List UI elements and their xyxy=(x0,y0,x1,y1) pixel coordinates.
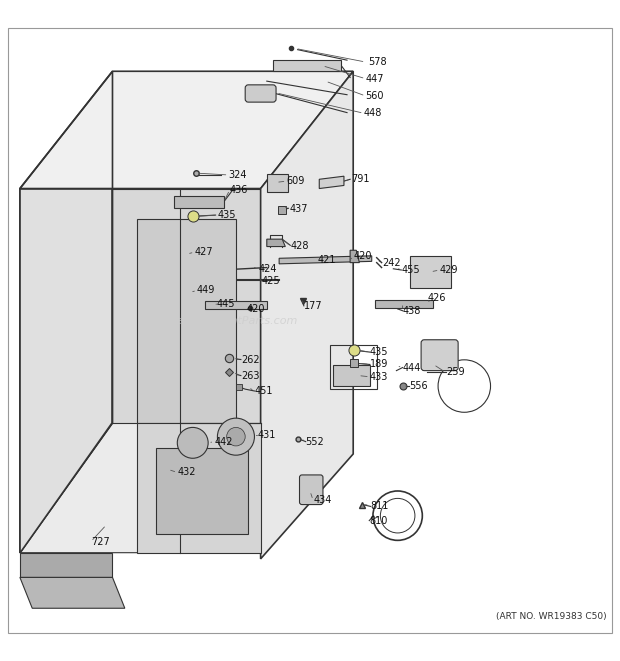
Text: 451: 451 xyxy=(254,386,273,396)
Polygon shape xyxy=(375,299,433,307)
Text: 429: 429 xyxy=(440,265,458,275)
Text: 448: 448 xyxy=(364,108,382,118)
Text: eReplacementParts.com: eReplacementParts.com xyxy=(162,316,298,327)
Text: 177: 177 xyxy=(304,301,322,311)
Text: 727: 727 xyxy=(91,537,110,547)
Text: 811: 811 xyxy=(371,502,389,512)
Polygon shape xyxy=(267,239,285,247)
Text: 432: 432 xyxy=(177,467,196,477)
Polygon shape xyxy=(20,578,125,608)
Text: 447: 447 xyxy=(366,73,384,84)
Text: 556: 556 xyxy=(409,381,427,391)
Polygon shape xyxy=(205,301,267,309)
Text: 810: 810 xyxy=(370,516,388,525)
FancyBboxPatch shape xyxy=(299,475,323,504)
Text: 436: 436 xyxy=(230,185,248,195)
Text: 455: 455 xyxy=(401,265,420,275)
Text: 578: 578 xyxy=(369,57,388,67)
Polygon shape xyxy=(20,423,353,553)
Text: 427: 427 xyxy=(195,247,213,257)
Text: 420: 420 xyxy=(354,251,373,262)
FancyBboxPatch shape xyxy=(267,174,288,192)
Text: 791: 791 xyxy=(351,175,370,184)
Text: 421: 421 xyxy=(318,254,337,264)
Polygon shape xyxy=(350,251,360,262)
Text: 424: 424 xyxy=(258,264,277,274)
Text: 434: 434 xyxy=(313,495,332,505)
Text: 425: 425 xyxy=(262,276,280,286)
Text: 431: 431 xyxy=(257,430,276,440)
Text: 259: 259 xyxy=(446,368,464,377)
Text: 438: 438 xyxy=(402,306,421,316)
Polygon shape xyxy=(137,219,236,423)
Text: 552: 552 xyxy=(306,437,324,447)
Text: 435: 435 xyxy=(218,210,236,220)
Polygon shape xyxy=(20,71,353,188)
Text: 428: 428 xyxy=(290,241,309,251)
Text: 445: 445 xyxy=(216,299,235,309)
Polygon shape xyxy=(156,447,248,534)
Text: 420: 420 xyxy=(247,304,265,314)
Circle shape xyxy=(227,428,245,446)
Text: (ART NO. WR19383 C50): (ART NO. WR19383 C50) xyxy=(495,611,606,621)
FancyBboxPatch shape xyxy=(421,340,458,371)
Text: 560: 560 xyxy=(366,91,384,101)
Polygon shape xyxy=(20,188,112,553)
Text: 437: 437 xyxy=(290,204,308,214)
Text: 433: 433 xyxy=(370,371,388,382)
Polygon shape xyxy=(279,256,372,264)
Circle shape xyxy=(177,428,208,458)
FancyBboxPatch shape xyxy=(333,365,371,386)
Text: 263: 263 xyxy=(241,371,259,381)
Polygon shape xyxy=(273,60,341,71)
Text: 435: 435 xyxy=(370,347,388,357)
Text: 324: 324 xyxy=(229,170,247,180)
FancyBboxPatch shape xyxy=(245,85,276,102)
Text: 242: 242 xyxy=(382,258,401,268)
Polygon shape xyxy=(260,71,353,559)
Polygon shape xyxy=(112,188,260,423)
Text: 449: 449 xyxy=(197,286,215,295)
Text: 189: 189 xyxy=(370,360,388,369)
Text: 442: 442 xyxy=(215,437,233,447)
Polygon shape xyxy=(137,423,260,553)
Polygon shape xyxy=(20,553,112,578)
FancyBboxPatch shape xyxy=(410,256,451,288)
Text: 262: 262 xyxy=(241,354,260,364)
Text: 444: 444 xyxy=(402,362,421,373)
Circle shape xyxy=(218,418,254,455)
Polygon shape xyxy=(174,196,224,208)
Text: 426: 426 xyxy=(427,293,446,303)
Polygon shape xyxy=(319,176,344,188)
Text: 609: 609 xyxy=(286,176,305,186)
